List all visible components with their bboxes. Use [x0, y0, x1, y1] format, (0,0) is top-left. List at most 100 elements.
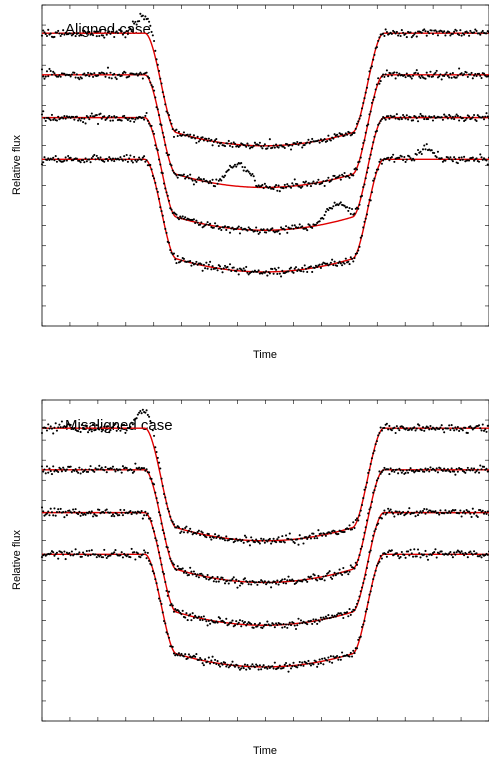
data-point: [251, 663, 254, 666]
data-point: [223, 225, 227, 228]
data-point: [90, 157, 93, 160]
data-point: [192, 616, 195, 620]
data-point: [160, 82, 163, 85]
data-point: [187, 653, 190, 656]
data-point: [100, 117, 103, 120]
data-point: [233, 624, 237, 627]
data-point: [92, 423, 95, 426]
data-point: [428, 32, 431, 35]
data-point: [90, 510, 93, 513]
data-point: [355, 252, 359, 255]
data-point: [430, 149, 433, 152]
data-point: [243, 534, 247, 537]
data-point: [463, 510, 466, 513]
data-point: [120, 551, 123, 554]
data-point: [205, 620, 208, 623]
data-point: [360, 234, 364, 237]
data-point: [301, 146, 304, 149]
data-point: [121, 33, 124, 36]
data-point: [170, 208, 173, 211]
data-point: [318, 658, 321, 661]
data-point: [74, 548, 77, 551]
data-point: [79, 161, 82, 164]
data-point: [289, 667, 293, 670]
data-point: [82, 158, 85, 162]
data-point: [201, 136, 204, 139]
data-point: [265, 583, 268, 586]
data-point: [237, 225, 240, 228]
data-point: [123, 509, 126, 512]
data-point: [70, 511, 73, 514]
data-point: [280, 540, 283, 544]
data-point: [165, 151, 168, 155]
data-point: [95, 114, 98, 117]
data-point: [111, 513, 115, 516]
data-point: [197, 576, 200, 579]
data-point: [272, 667, 275, 670]
data-point: [454, 473, 457, 476]
data-point: [317, 139, 320, 142]
data-point: [470, 117, 473, 120]
data-point: [378, 470, 381, 473]
data-point: [281, 535, 284, 538]
data-point: [463, 554, 466, 557]
data-point: [297, 226, 300, 229]
data-point: [134, 20, 137, 23]
data-point: [464, 471, 467, 474]
data-point: [262, 581, 265, 584]
data-point: [355, 122, 359, 125]
data-point: [136, 117, 139, 120]
data-point: [291, 578, 294, 581]
data-point: [201, 619, 204, 622]
data-point: [297, 664, 300, 667]
data-point: [424, 148, 427, 151]
data-point: [405, 72, 408, 75]
data-point: [212, 536, 215, 539]
data-point: [262, 625, 265, 628]
data-point: [306, 662, 309, 665]
data-point: [119, 554, 122, 557]
data-point: [157, 461, 161, 464]
data-point: [428, 428, 431, 431]
data-point: [216, 141, 219, 144]
data-point: [337, 532, 340, 536]
data-point: [450, 158, 453, 161]
data-point: [87, 71, 90, 74]
data-point: [109, 71, 112, 74]
data-point: [435, 30, 438, 33]
data-point: [50, 113, 54, 116]
data-point: [339, 201, 342, 204]
data-point: [398, 156, 401, 159]
data-point: [370, 101, 374, 104]
data-point: [133, 155, 136, 158]
data-point: [362, 623, 365, 626]
data-point: [80, 423, 83, 427]
data-point: [465, 71, 468, 74]
data-point: [144, 160, 147, 163]
data-point: [272, 187, 275, 191]
data-point: [373, 574, 376, 577]
data-point: [52, 551, 55, 554]
data-point: [232, 664, 235, 667]
data-point: [380, 75, 383, 78]
data-point: [156, 456, 159, 459]
data-point: [108, 76, 111, 79]
data-point: [473, 74, 476, 77]
data-point: [382, 73, 385, 76]
data-point: [436, 471, 440, 474]
data-point: [246, 580, 249, 583]
data-point: [353, 652, 356, 655]
data-point: [153, 132, 156, 135]
data-point: [184, 216, 187, 219]
data-point: [333, 571, 336, 574]
data-point: [435, 156, 438, 159]
data-point: [72, 33, 75, 36]
data-point: [336, 264, 339, 267]
data-point: [238, 144, 242, 147]
data-point: [382, 159, 385, 162]
data-point: [441, 428, 444, 431]
data-point: [413, 548, 416, 551]
data-point: [336, 133, 339, 136]
data-point: [114, 422, 117, 425]
data-point: [151, 527, 154, 530]
